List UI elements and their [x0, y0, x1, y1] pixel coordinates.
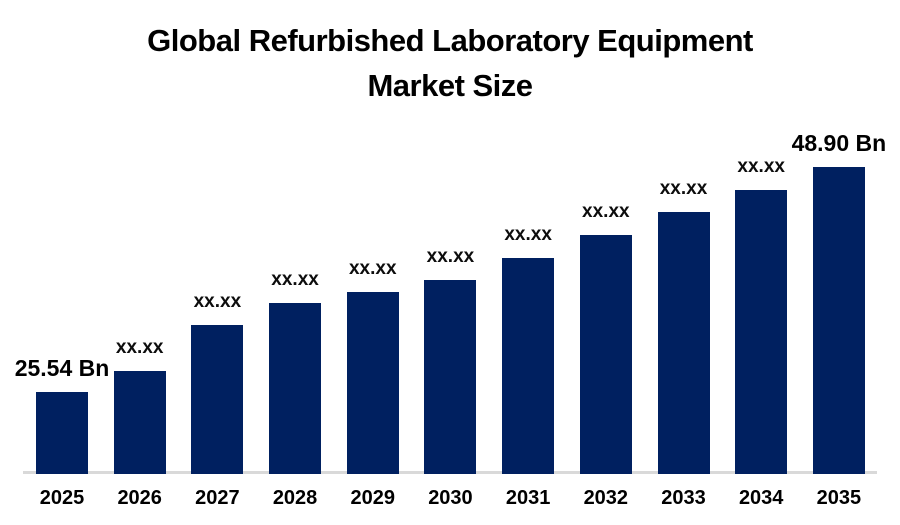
bar-value-label-2035: 48.90 Bn: [791, 129, 887, 156]
bar-column-2031: xx.xx: [502, 224, 555, 474]
bar-2028: [269, 303, 322, 474]
bar-column-2025: 25.54 Bn: [15, 355, 109, 474]
plot-area: 25.54 Bn xx.xx xx.xx xx.xx xx.xx xx.xx xx.xx xx…: [15, 130, 886, 474]
x-tick-label-2034: 2034: [738, 487, 784, 509]
bar-column-2033: xx.xx: [657, 178, 710, 474]
x-tick-label-2027: 2027: [195, 487, 240, 509]
bar-value-label-2029: xx.xx: [348, 258, 397, 280]
bar-value-label-2031: xx.xx: [504, 224, 552, 246]
chart-title: Global Refurbished Laboratory Equipment …: [0, 18, 900, 108]
bar-2030: [424, 280, 477, 474]
bar-column-2032: xx.xx: [579, 201, 632, 474]
x-axis-tick-labels: 2025 2026 2027 2028 2029 2030 2031 2032 2033 2034…: [36, 487, 865, 510]
bar-column-2027: xx.xx: [191, 291, 244, 474]
bar-2033: [657, 212, 710, 474]
bar-value-label-2028: xx.xx: [271, 269, 319, 291]
x-tick-label-2035: 2035: [816, 487, 862, 509]
bar-2029: [346, 292, 399, 474]
chart-title-line1: Global Refurbished Laboratory Equipment: [147, 23, 753, 58]
bar-2034: [735, 190, 788, 474]
x-tick-label-2028: 2028: [272, 487, 318, 509]
bar-column-2029: xx.xx: [346, 258, 399, 474]
x-tick-label-2030: 2030: [428, 487, 473, 509]
bar-column-2028: xx.xx: [269, 269, 322, 474]
bar-value-label-2030: xx.xx: [426, 246, 475, 268]
bar-value-label-2032: xx.xx: [582, 201, 630, 223]
x-tick-label-2029: 2029: [350, 487, 396, 509]
bar-column-2034: xx.xx: [735, 156, 788, 474]
bar-value-label-2033: xx.xx: [659, 178, 708, 200]
bar-2031: [502, 258, 555, 474]
bar-2027: [191, 325, 244, 474]
bar-value-label-2025: 25.54 Bn: [14, 354, 110, 381]
bar-column-2026: xx.xx: [113, 337, 166, 474]
bar-2025: [36, 392, 88, 474]
bar-2035: [812, 167, 865, 474]
x-tick-label-2032: 2032: [583, 487, 629, 509]
chart-title-line2: Market Size: [367, 68, 533, 103]
bar-2032: [579, 235, 632, 474]
bar-value-label-2026: xx.xx: [115, 337, 164, 359]
x-tick-label-2026: 2026: [117, 487, 162, 509]
bar-column-2035: 48.90 Bn: [792, 130, 886, 474]
x-tick-label-2025: 2025: [39, 487, 85, 509]
bar-value-label-2027: xx.xx: [193, 291, 242, 313]
x-tick-label-2031: 2031: [505, 487, 551, 509]
bar-2026: [113, 371, 166, 474]
bar-column-2030: xx.xx: [424, 246, 477, 474]
bar-value-label-2034: xx.xx: [737, 156, 785, 178]
x-tick-label-2033: 2033: [661, 487, 706, 509]
